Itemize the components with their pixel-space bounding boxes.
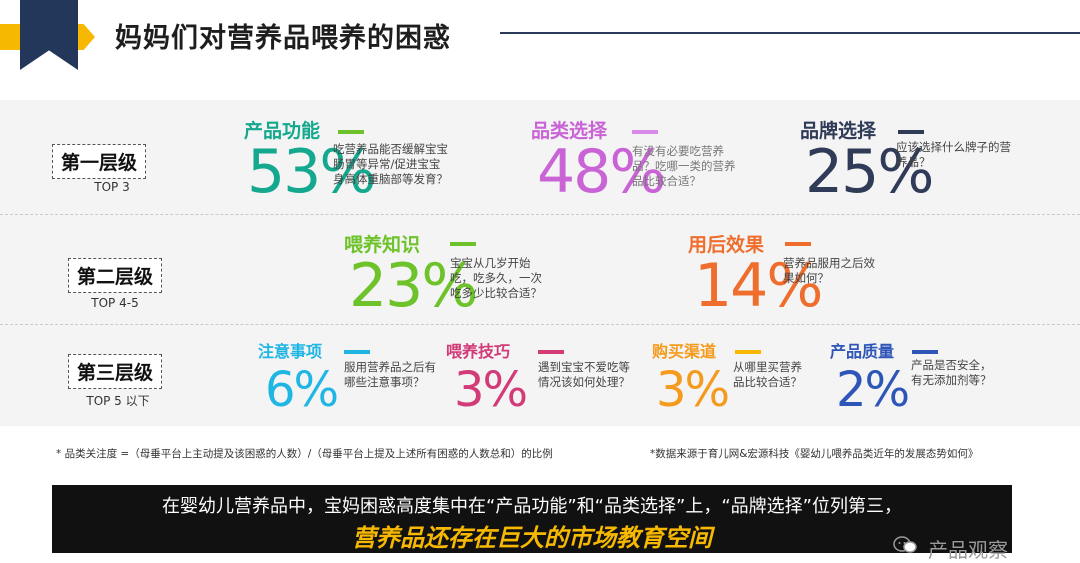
cat-purchase-channel-desc: 从哪里买营养品比较合适？ — [733, 360, 802, 389]
cat-category-choice-title: 品类选择 — [531, 120, 608, 142]
cat-feeding-tips-percent: 3% — [454, 362, 528, 418]
cat-after-effect-desc: 营养品服用之后效果如何？ — [783, 256, 875, 285]
cat-product-quality-title: 产品质量 — [830, 342, 895, 361]
cat-product-quality-desc: 产品是否安全，有无添加剂等？ — [911, 358, 992, 387]
header-bookmark-flag — [20, 0, 78, 70]
cat-brand-choice-bar — [898, 130, 924, 134]
level-2-title: 第二层级 — [68, 258, 163, 293]
cat-feeding-tips-bar — [538, 350, 564, 354]
level-2-label: 第二层级 — [68, 258, 163, 293]
cat-after-effect-title: 用后效果 — [688, 234, 765, 256]
level-3-sub: TOP 5 以下 — [86, 394, 150, 408]
footnote-definition: * 品类关注度 =（母垂平台上主动提及该困惑的人数）/（母垂平台上提及上述所有困… — [56, 448, 553, 460]
cat-product-function-desc: 吃营养品能否缓解宝宝肠胃等异常/促进宝宝身高体重脑部等发育？ — [333, 142, 448, 186]
watermark-text: 产品观察 — [928, 538, 1008, 562]
cat-product-function-percent: 53% — [247, 137, 376, 207]
cat-feeding-tips-desc: 遇到宝宝不爱吃等情况该如何处理？ — [538, 360, 630, 389]
cat-precautions-bar — [344, 350, 370, 354]
cat-brand-choice-desc: 应该选择什么牌子的营养品？ — [896, 140, 1011, 169]
cat-feeding-knowledge-percent: 23% — [349, 251, 478, 321]
wechat-icon — [893, 536, 917, 553]
band-divider-1 — [0, 214, 1080, 215]
cat-brand-choice-percent: 25% — [805, 137, 934, 207]
summary-line-2: 营养品还存在巨大的市场教育空间 — [352, 524, 712, 552]
cat-purchase-channel-percent: 3% — [656, 362, 730, 418]
cat-category-choice-desc: 有没有必要吃营养品？吃哪一类的营养品比较合适？ — [632, 144, 736, 188]
cat-category-choice-percent: 48% — [537, 137, 666, 207]
footnote-source: *数据来源于育儿网&宏源科技《婴幼儿喂养品类近年的发展态势如何》 — [650, 448, 979, 460]
cat-category-choice-bar — [632, 130, 658, 134]
cat-product-function-title: 产品功能 — [244, 120, 321, 142]
cat-precautions-title: 注意事项 — [258, 342, 323, 361]
cat-product-quality-bar — [912, 350, 938, 354]
cat-feeding-tips-title: 喂养技巧 — [446, 342, 511, 361]
level-3-label: 第三层级 — [68, 354, 163, 389]
title-divider — [500, 32, 1080, 34]
cat-purchase-channel-title: 购买渠道 — [652, 342, 717, 361]
cat-feeding-knowledge-bar — [450, 242, 476, 246]
cat-product-quality-percent: 2% — [836, 362, 910, 418]
cat-after-effect-bar — [785, 242, 811, 246]
content-panel — [0, 100, 1080, 426]
page-title: 妈妈们对营养品喂养的困惑 — [115, 23, 451, 54]
level-1-label: 第一层级 — [52, 144, 147, 179]
cat-purchase-channel-bar — [735, 350, 761, 354]
cat-brand-choice-title: 品牌选择 — [800, 120, 877, 142]
cat-after-effect-percent: 14% — [694, 251, 823, 321]
cat-feeding-knowledge-title: 喂养知识 — [344, 234, 421, 256]
summary-line-1: 在婴幼儿营养品中，宝妈困惑高度集中在“产品功能”和“品类选择”上，“品牌选择”位… — [162, 496, 902, 517]
band-divider-2 — [0, 324, 1080, 325]
level-1-sub: TOP 3 — [94, 180, 130, 194]
level-2-sub: TOP 4-5 — [91, 296, 139, 310]
cat-precautions-percent: 6% — [265, 362, 339, 418]
level-3-title: 第三层级 — [68, 354, 163, 389]
summary-banner — [52, 485, 1012, 553]
cat-precautions-desc: 服用营养品之后有哪些注意事项？ — [344, 360, 436, 389]
level-1-title: 第一层级 — [52, 144, 147, 179]
cat-feeding-knowledge-desc: 宝宝从几岁开始吃，吃多久，一次吃多少比较合适？ — [450, 256, 542, 300]
cat-product-function-bar — [338, 130, 364, 134]
